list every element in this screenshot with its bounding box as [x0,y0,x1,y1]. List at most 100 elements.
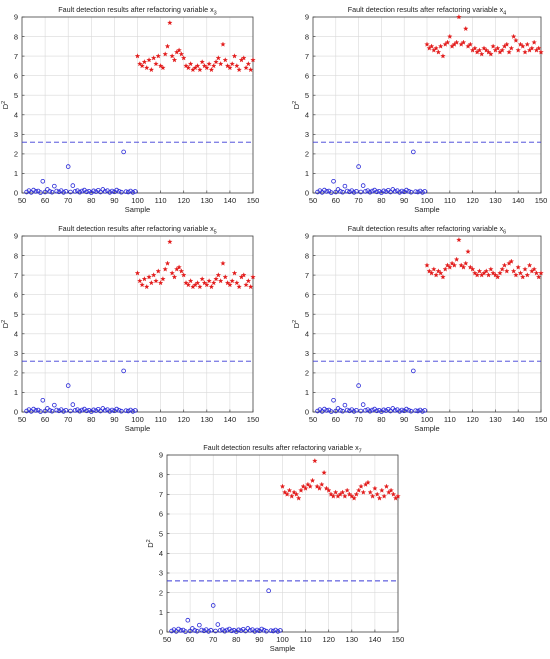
normal-point [417,407,423,413]
fault-point [531,39,537,45]
fault-point [444,262,451,268]
y-axis-label-text: D [292,322,301,328]
fault-point [217,61,224,67]
fault-point [344,487,350,493]
y-tick-label: 5 [159,529,163,538]
fault-point [346,491,353,497]
normal-point [42,189,48,195]
fault-point [213,59,219,65]
normal-point [52,402,57,408]
normal-point [77,408,83,414]
x-tick-label: 150 [247,196,260,205]
fault-point [440,53,446,59]
x-tick-label: 140 [224,415,237,424]
normal-point [363,189,368,194]
fault-point [286,487,293,493]
y-axis-label: D2 [292,101,301,109]
fault-point [167,20,173,26]
fault-point [497,270,503,276]
chart-4: 50 60 70 80 90 100 110 120 130 140 150 0 1 2 3 4 5 6 7 8 9 Fa… [292,224,547,433]
normal-point [86,188,92,194]
normal-point [68,408,73,414]
normal-point [254,627,260,633]
fault-point [508,258,515,264]
normal-point [68,189,73,195]
fault-point [499,47,505,53]
chart-title: Fault detection results after refactorin… [348,224,506,236]
fault-point [442,266,448,272]
normal-point [422,189,428,194]
fault-point [243,65,249,71]
normal-point [399,407,405,413]
fault-point [187,61,194,67]
fault-point [506,49,512,55]
normal-point [38,190,43,195]
fault-point [499,266,505,272]
fault-point [139,63,145,69]
fault-point [451,262,458,268]
chart-title-text: Fault detection results after refactorin… [58,224,214,233]
normal-point [65,164,71,169]
normal-point [222,628,228,634]
normal-point [102,408,108,413]
fault-point [169,53,175,59]
fault-point [379,487,385,493]
fault-point [146,57,152,63]
x-tick-label: 150 [535,196,548,205]
y-axis-label-text: D [1,103,10,109]
y-tick-label: 9 [14,13,18,22]
normal-point [342,402,348,408]
x-tick-label: 60 [41,415,49,424]
fault-point [234,63,240,69]
fault-point [458,262,464,268]
fault-point [424,41,430,47]
x-tick-label: 60 [41,196,49,205]
y-tick-label: 1 [159,608,163,617]
fault-point [291,489,297,495]
normal-point [213,628,218,634]
x-tick-label: 110 [300,635,312,644]
fault-point [472,270,478,276]
fault-point [437,270,444,276]
fault-point [137,61,143,67]
fault-point [155,268,161,274]
fault-point [467,264,474,270]
y-tick-label: 2 [159,588,163,597]
chart-title-text: Fault detection results after refactorin… [58,5,214,14]
normal-point [192,628,198,633]
normal-point [277,628,283,633]
fault-point [381,493,387,499]
fault-point [148,66,155,73]
normal-point [331,397,336,403]
x-axis-label: Sample [125,205,150,214]
x-tick-label: 110 [155,415,167,424]
normal-point [33,189,39,194]
fault-point [513,272,519,278]
y-tick-label: 7 [14,52,18,61]
normal-point [383,408,389,413]
x-tick-label: 110 [444,415,456,424]
x-tick-label: 130 [346,635,359,644]
fault-point [492,272,499,278]
fault-point [181,272,187,278]
x-tick-label: 50 [309,196,317,205]
normal-point [123,189,129,194]
fault-point [162,266,168,272]
x-tick-label: 110 [155,196,167,205]
normal-point [351,190,357,195]
normal-point [404,406,409,412]
fault-point [472,45,478,51]
normal-point [340,408,345,414]
normal-point [397,190,402,195]
fault-point [316,485,323,491]
chart-title-text: Fault detection results after refactorin… [348,224,504,233]
fault-point [211,63,217,69]
normal-point [197,622,202,628]
fault-point [330,493,337,499]
fault-point [224,280,231,286]
x-tick-label: 100 [421,415,434,424]
fault-point [178,268,185,274]
normal-point [354,407,359,413]
normal-point [116,407,122,413]
x-tick-label: 70 [209,635,217,644]
